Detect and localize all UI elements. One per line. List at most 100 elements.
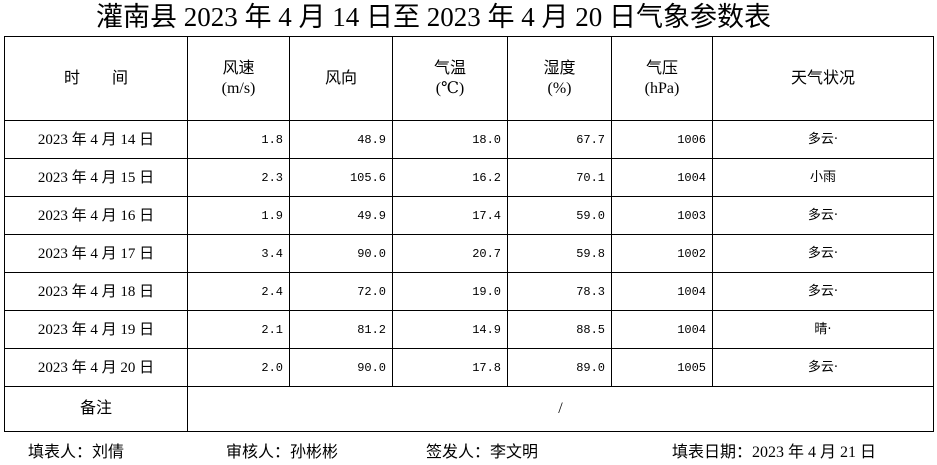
cell-text: 18.0: [472, 132, 501, 147]
header-lines: 时 间: [64, 69, 128, 89]
cell-text: 1003: [677, 208, 706, 223]
cell-text: 多云·: [807, 207, 839, 223]
cell-text: 2023 年 4 月 18 日: [37, 283, 155, 300]
cell-text: 1002: [677, 246, 706, 261]
table-cell: 多云·: [712, 234, 934, 273]
table-cell: 2.3: [187, 158, 290, 197]
cell-text: 49.9: [357, 208, 386, 223]
table-cell: 72.0: [289, 272, 393, 311]
table-cell: 1002: [611, 234, 713, 273]
table-cell: 59.0: [507, 196, 612, 235]
cell-text: 3.4: [261, 246, 283, 261]
cell-text: 晴·: [814, 321, 832, 337]
cell-text: 17.8: [472, 360, 501, 375]
table-cell: 2.0: [187, 348, 290, 387]
header-cell: 气压 (hPa): [611, 36, 713, 121]
remark-value: /: [187, 386, 934, 432]
cell-text: 2023 年 4 月 15 日: [37, 169, 155, 186]
table-cell: 17.8: [392, 348, 508, 387]
cell-text: 70.1: [576, 170, 605, 185]
table-cell: 59.8: [507, 234, 612, 273]
cell-text: 14.9: [472, 322, 501, 337]
cell-text: 17.4: [472, 208, 501, 223]
table-cell: 2023 年 4 月 16 日: [4, 196, 188, 235]
header-lines: 气压 (hPa): [645, 59, 680, 99]
cell-text: 风速: [222, 59, 255, 77]
footer-text: 签发人：李文明: [426, 444, 539, 461]
table-cell: 2.1: [187, 310, 290, 349]
table-cell: 2023 年 4 月 19 日: [4, 310, 188, 349]
table-cell: 105.6: [289, 158, 393, 197]
cell-text: (hPa): [644, 79, 680, 97]
cell-text: 备注: [79, 400, 112, 417]
table-cell: 2.4: [187, 272, 290, 311]
table-cell: 70.1: [507, 158, 612, 197]
cell-text: 多云·: [807, 359, 839, 375]
table-cell: 2023 年 4 月 15 日: [4, 158, 188, 197]
table-cell: 1006: [611, 120, 713, 159]
cell-text: 1004: [677, 322, 706, 337]
title: 灌南县 2023 年 4 月 14 日至 2023 年 4 月 20 日气象参数…: [96, 2, 771, 32]
table-cell: 1004: [611, 310, 713, 349]
table-cell: 多云·: [712, 196, 934, 235]
cell-text: 81.2: [357, 322, 386, 337]
table-cell: 1004: [611, 158, 713, 197]
cell-text: 1004: [677, 284, 706, 299]
cell-text: 2023 年 4 月 16 日: [37, 207, 155, 224]
header-lines: 天气状况: [791, 69, 855, 89]
cell-text: 16.2: [472, 170, 501, 185]
table-cell: 2023 年 4 月 18 日: [4, 272, 188, 311]
table-cell: 1.8: [187, 120, 290, 159]
cell-text: 1.9: [261, 208, 283, 223]
cell-text: 多云·: [807, 245, 839, 261]
cell-text: 78.3: [576, 284, 605, 299]
cell-text: 湿度: [543, 59, 576, 77]
cell-text: 59.8: [576, 246, 605, 261]
cell-text: 1.8: [261, 132, 283, 147]
cell-text: 67.7: [576, 132, 605, 147]
footer-text: 审核人：孙彬彬: [226, 444, 339, 461]
cell-text: 88.5: [576, 322, 605, 337]
remark-label: 备注: [4, 386, 188, 432]
footer-text: 填表人：刘倩: [28, 444, 125, 461]
cell-text: 2.1: [261, 322, 283, 337]
footer-text: 填表日期：2023 年 4 月 21 日: [672, 444, 877, 461]
table-cell: 1005: [611, 348, 713, 387]
table-cell: 19.0: [392, 272, 508, 311]
cell-text: (%): [547, 79, 572, 97]
table-cell: 90.0: [289, 234, 393, 273]
cell-text: 小雨: [809, 169, 836, 185]
cell-text: 2.3: [261, 170, 283, 185]
cell-text: 89.0: [576, 360, 605, 375]
table-cell: 88.5: [507, 310, 612, 349]
cell-text: /: [558, 400, 563, 417]
cell-text: 时 间: [63, 69, 128, 87]
cell-text: 2023 年 4 月 19 日: [37, 321, 155, 338]
cell-text: 多云·: [807, 283, 839, 299]
table-cell: 89.0: [507, 348, 612, 387]
header-cell: 风向: [289, 36, 393, 121]
table-cell: 小雨: [712, 158, 934, 197]
cell-text: 2.4: [261, 284, 283, 299]
cell-text: (℃): [435, 79, 465, 97]
table-cell: 多云·: [712, 272, 934, 311]
header-cell: 气温 (℃): [392, 36, 508, 121]
table-cell: 2023 年 4 月 17 日: [4, 234, 188, 273]
table-cell: 90.0: [289, 348, 393, 387]
cell-text: (m/s): [221, 79, 256, 97]
cell-text: 2.0: [261, 360, 283, 375]
table-cell: 49.9: [289, 196, 393, 235]
table-cell: 2023 年 4 月 14 日: [4, 120, 188, 159]
cell-text: 59.0: [576, 208, 605, 223]
cell-text: 气温: [433, 59, 466, 77]
cell-text: 多云·: [807, 131, 839, 147]
header-cell: 天气状况: [712, 36, 934, 121]
header-lines: 气温 (℃): [434, 59, 466, 99]
cell-text: 90.0: [357, 246, 386, 261]
table-cell: 17.4: [392, 196, 508, 235]
header-lines: 湿度 (%): [543, 59, 575, 99]
cell-text: 20.7: [472, 246, 501, 261]
table-cell: 晴·: [712, 310, 934, 349]
table-cell: 1.9: [187, 196, 290, 235]
